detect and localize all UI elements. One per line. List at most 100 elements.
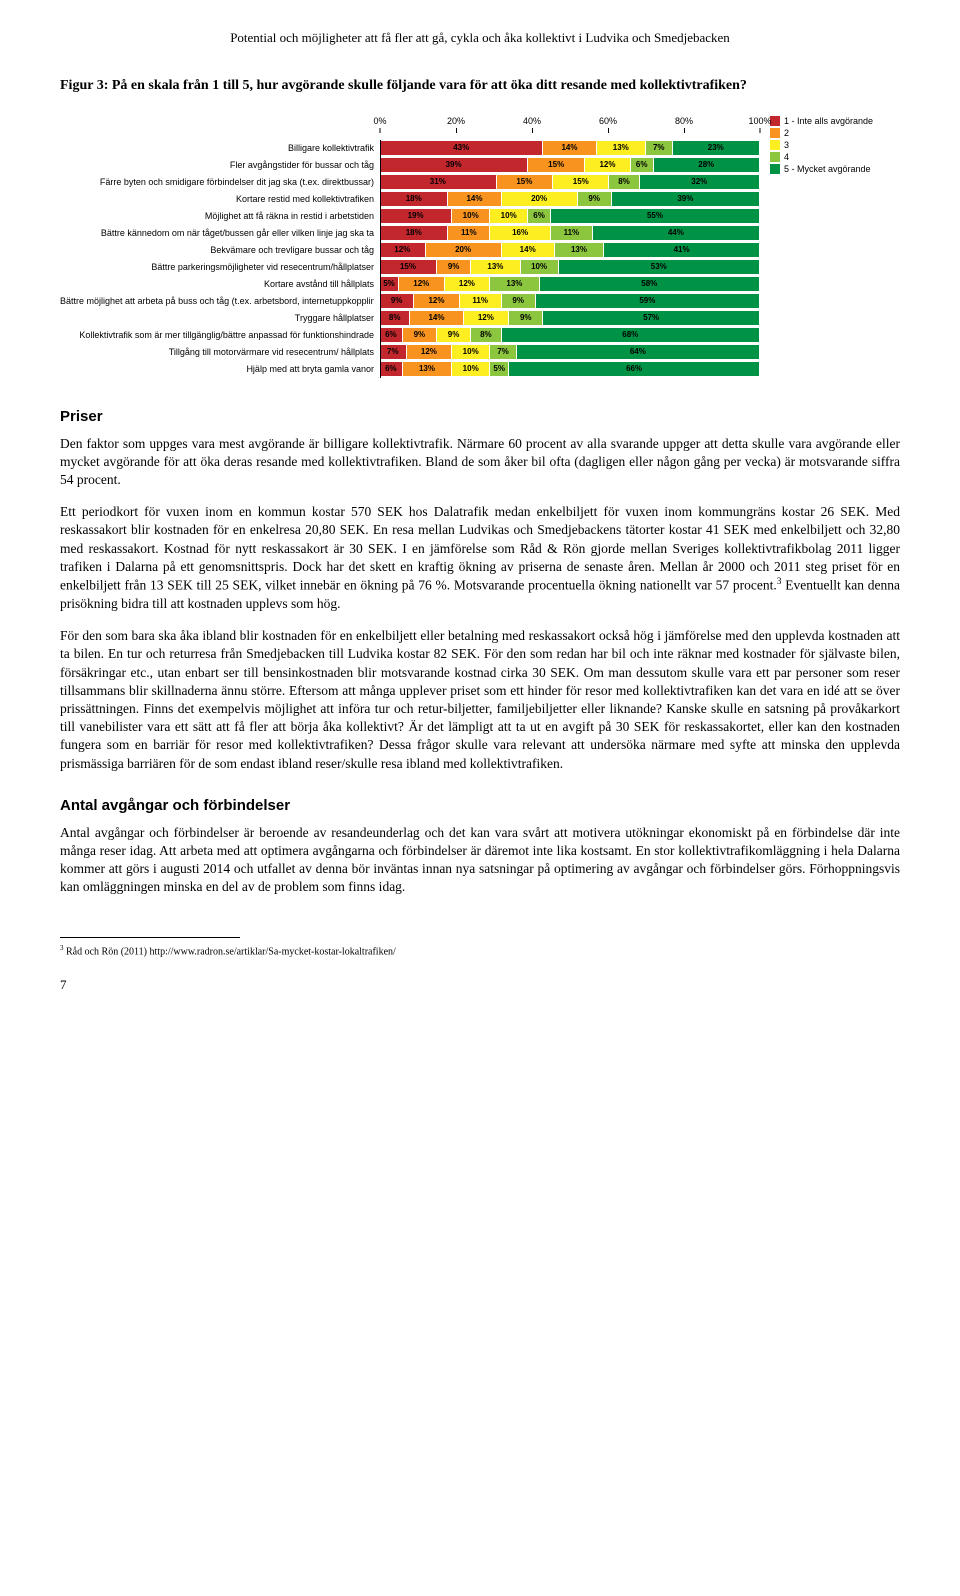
paragraph: För den som bara ska åka ibland blir kos…: [60, 627, 900, 773]
bar-segment: 12%: [585, 158, 631, 172]
page-number: 7: [60, 977, 900, 993]
figure-title: Figur 3: På en skala från 1 till 5, hur …: [60, 76, 900, 96]
bar-segment: 58%: [540, 277, 760, 291]
paragraph: Den faktor som uppges vara mest avgörand…: [60, 435, 900, 490]
bar-segment: 10%: [452, 362, 490, 376]
chart-category-label: Hjälp med att bryta gamla vanor: [60, 361, 374, 378]
bar-segment: 13%: [597, 141, 646, 155]
bar-row: 18%14%20%9%39%: [380, 191, 760, 208]
legend-swatch: [770, 140, 780, 150]
bar-row: 6%9%9%8%68%: [380, 327, 760, 344]
chart-category-label: Bättre möjlighet att arbeta på buss och …: [60, 293, 374, 310]
chart-category-labels: Billigare kollektivtrafikFler avgångstid…: [60, 116, 380, 378]
chart-category-label: Bättre kännedom om när tåget/bussen går …: [60, 225, 374, 242]
stacked-bar-chart: Billigare kollektivtrafikFler avgångstid…: [60, 116, 900, 378]
bar-row: 5%12%12%13%58%: [380, 276, 760, 293]
chart-legend: 1 - Inte alls avgörande 2 3 4 5 - Mycket avg…: [770, 116, 873, 378]
bar-segment: 9%: [437, 328, 471, 342]
bar-segment: 9%: [509, 311, 543, 325]
page-header: Potential och möjligheter att få fler at…: [60, 30, 900, 46]
bar-segment: 8%: [471, 328, 501, 342]
footnote: 3 Råd och Rön (2011) http://www.radron.s…: [60, 944, 900, 957]
legend-swatch: [770, 152, 780, 162]
bar-row: 39%15%12%6%28%: [380, 157, 760, 174]
footnote-separator: [60, 937, 240, 938]
bar-segment: 57%: [543, 311, 760, 325]
bar-segment: 13%: [471, 260, 520, 274]
bar-segment: 7%: [646, 141, 673, 155]
bar-segment: 43%: [380, 141, 543, 155]
bar-segment: 15%: [528, 158, 585, 172]
legend-label: 4: [784, 152, 789, 162]
x-axis-tick: 80%: [675, 116, 693, 133]
x-axis-tick: 40%: [523, 116, 541, 133]
paragraph: Ett periodkort för vuxen inom en kommun …: [60, 503, 900, 613]
bar-segment: 14%: [448, 192, 501, 206]
legend-swatch: [770, 164, 780, 174]
bar-segment: 12%: [414, 294, 460, 308]
bar-segment: 12%: [445, 277, 491, 291]
bar-segment: 14%: [410, 311, 463, 325]
bar-segment: 39%: [380, 158, 528, 172]
bar-segment: 6%: [380, 362, 403, 376]
bar-segment: 12%: [380, 243, 426, 257]
legend-label: 2: [784, 128, 789, 138]
bar-segment: 55%: [551, 209, 760, 223]
legend-item: 1 - Inte alls avgörande: [770, 116, 873, 126]
legend-label: 3: [784, 140, 789, 150]
legend-item: 5 - Mycket avgörande: [770, 164, 873, 174]
chart-category-label: Kollektivtrafik som är mer tillgänglig/b…: [60, 327, 374, 344]
bar-segment: 13%: [555, 243, 604, 257]
chart-category-label: Tillgång till motorvärmare vid resecentr…: [60, 344, 374, 361]
bar-segment: 9%: [403, 328, 437, 342]
bar-segment: 8%: [609, 175, 639, 189]
bar-row: 12%20%14%13%41%: [380, 242, 760, 259]
chart-x-axis: 0%20%40%60%80%100%: [380, 116, 760, 140]
bar-row: 43%14%13%7%23%: [380, 140, 760, 157]
bar-segment: 9%: [437, 260, 471, 274]
x-axis-tick: 60%: [599, 116, 617, 133]
bar-segment: 12%: [399, 277, 445, 291]
bar-segment: 7%: [380, 345, 407, 359]
bar-segment: 18%: [380, 192, 448, 206]
chart-bars-area: 0%20%40%60%80%100% 43%14%13%7%23%39%15%1…: [380, 116, 760, 378]
bar-segment: 12%: [464, 311, 510, 325]
bar-segment: 18%: [380, 226, 448, 240]
bar-segment: 20%: [426, 243, 502, 257]
bar-segment: 32%: [640, 175, 760, 189]
legend-item: 4: [770, 152, 873, 162]
chart-category-label: Kortare avstånd till hållplats: [60, 276, 374, 293]
bar-segment: 66%: [509, 362, 760, 376]
bar-segment: 44%: [593, 226, 760, 240]
bar-segment: 6%: [528, 209, 551, 223]
bar-segment: 11%: [460, 294, 502, 308]
bar-segment: 10%: [521, 260, 559, 274]
legend-item: 3: [770, 140, 873, 150]
bar-segment: 31%: [380, 175, 497, 189]
bar-segment: 5%: [490, 362, 509, 376]
bar-segment: 7%: [490, 345, 517, 359]
bar-segment: 15%: [380, 260, 437, 274]
bar-segment: 53%: [559, 260, 760, 274]
bar-segment: 15%: [497, 175, 553, 189]
chart-category-label: Bättre parkeringsmöjligheter vid resecen…: [60, 259, 374, 276]
bar-segment: 9%: [502, 294, 536, 308]
legend-label: 5 - Mycket avgörande: [784, 164, 871, 174]
bar-segment: 10%: [490, 209, 528, 223]
bar-segment: 8%: [380, 311, 410, 325]
bar-segment: 6%: [631, 158, 654, 172]
legend-item: 2: [770, 128, 873, 138]
chart-category-label: Färre byten och smidigare förbindelser d…: [60, 174, 374, 191]
bar-row: 6%13%10%5%66%: [380, 361, 760, 378]
chart-category-label: Fler avgångstider för bussar och tåg: [60, 157, 374, 174]
bar-row: 9%12%11%9%59%: [380, 293, 760, 310]
footnote-text: Råd och Rön (2011) http://www.radron.se/…: [64, 946, 396, 957]
chart-category-label: Kortare restid med kollektivtrafiken: [60, 191, 374, 208]
bar-segment: 68%: [502, 328, 760, 342]
chart-category-label: Tryggare hållplatser: [60, 310, 374, 327]
bar-segment: 9%: [578, 192, 612, 206]
chart-category-label: Möjlighet att få räkna in restid i arbet…: [60, 208, 374, 225]
section-heading-avgangar: Antal avgångar och förbindelser: [60, 797, 900, 814]
x-axis-tick: 20%: [447, 116, 465, 133]
bar-segment: 11%: [551, 226, 593, 240]
